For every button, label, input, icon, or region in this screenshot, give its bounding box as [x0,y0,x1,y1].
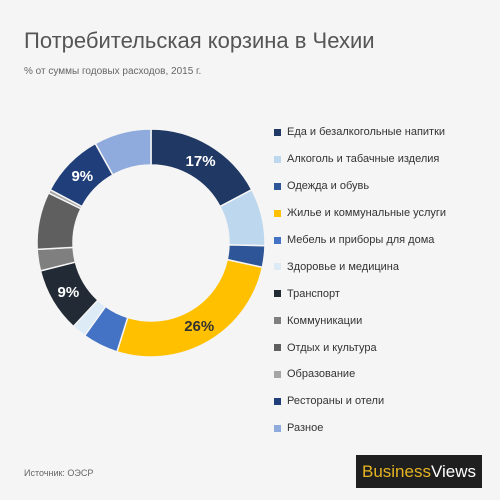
source-note: Источник: ОЭСР [24,468,94,478]
legend-item-0: Еда и безалкогольные напитки [274,119,446,146]
legend-label-0: Еда и безалкогольные напитки [287,126,446,139]
business-views-logo: Business Views [356,455,482,488]
legend-swatch-11 [274,424,281,432]
legend-swatch-6 [274,290,281,298]
donut-slice-11 [94,128,152,176]
legend-label-5: Здоровье и медицина [287,260,400,273]
logo-part-business: Business [361,461,431,481]
legend-item-9: Образование [274,361,446,388]
logo-part-views: Views [430,461,477,481]
legend-item-11: Разное [274,415,446,442]
legend-item-4: Мебель и приборы для дома [274,227,446,254]
slice-data-label-0: 17% [186,153,216,170]
legend-swatch-5 [274,263,281,271]
slice-data-label-3: 26% [184,318,214,335]
legend-item-7: Коммуникации [274,307,446,334]
slice-data-label-6: 9% [58,284,80,301]
legend-swatch-4 [274,236,281,244]
slice-data-label-10: 9% [71,168,93,185]
legend-label-10: Рестораны и отели [287,395,385,408]
legend-label-2: Одежда и обувь [287,180,370,193]
legend-swatch-2 [274,182,281,190]
legend-item-6: Транспорт [274,280,446,307]
chart-subtitle: % от суммы годовых расходов, 2015 г. [24,66,202,77]
legend-swatch-0 [274,128,281,136]
legend-swatch-1 [274,155,281,163]
chart-legend: Еда и безалкогольные напитки Алкоголь и т… [274,119,446,442]
legend-swatch-8 [274,344,281,352]
legend-label-9: Образование [287,368,356,381]
chart-title: Потребительская корзина в Чехии [24,28,375,53]
legend-swatch-3 [274,209,281,217]
legend-label-7: Коммуникации [287,314,363,327]
legend-swatch-7 [274,317,281,325]
legend-item-2: Одежда и обувь [274,173,446,200]
legend-item-8: Отдых и культура [274,334,446,361]
legend-label-3: Жилье и коммунальные услуги [287,207,447,220]
legend-swatch-9 [274,370,281,378]
legend-item-10: Рестораны и отели [274,388,446,415]
legend-label-11: Разное [287,422,324,435]
legend-label-6: Транспорт [287,287,340,300]
legend-swatch-10 [274,397,281,405]
legend-item-1: Алкоголь и табачные изделия [274,146,446,173]
legend-item-3: Жилье и коммунальные услуги [274,200,446,227]
legend-label-1: Алкоголь и табачные изделия [287,153,440,166]
legend-item-5: Здоровье и медицина [274,253,446,280]
donut-slice-3 [116,258,264,358]
legend-label-4: Мебель и приборы для дома [287,234,435,246]
legend-label-8: Отдых и культура [287,341,377,354]
